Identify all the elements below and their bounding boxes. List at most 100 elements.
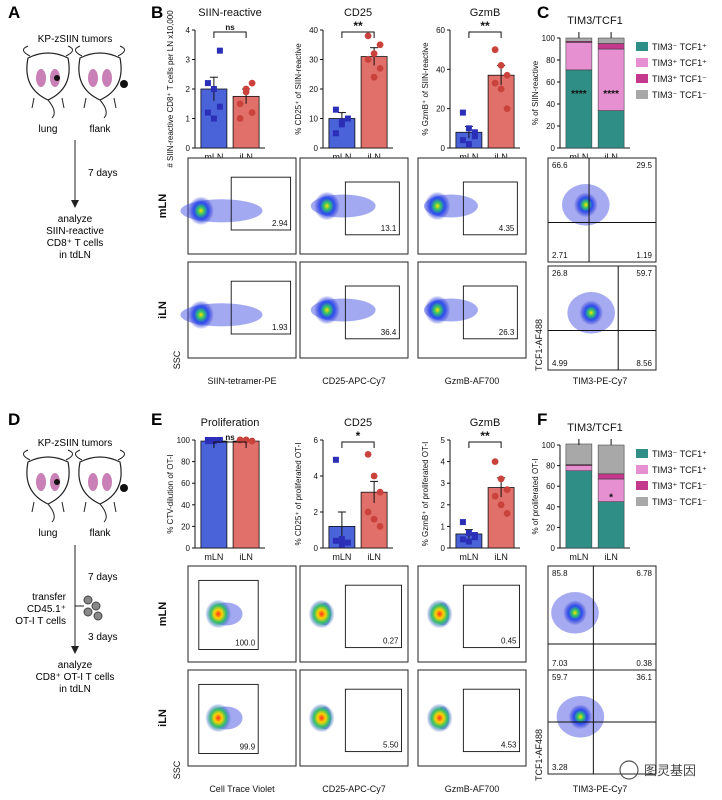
- chart-B3: GzmB 0 20 40 60 % GzmB⁺ of SIIN-reactive mLN iL…: [421, 7, 520, 162]
- data-point: [370, 515, 378, 523]
- data-point: [465, 141, 472, 148]
- x-tick-label: mLN: [569, 552, 588, 562]
- result-line-3: CD8⁺ T cells: [47, 238, 104, 249]
- y-tick-label: 0: [441, 144, 446, 153]
- plot-frame: [547, 157, 657, 263]
- legend-label: TIM3⁻ TCF1⁺: [652, 449, 707, 459]
- mouse-label-flank: flank: [89, 124, 111, 135]
- chart-title: CD25: [344, 417, 372, 429]
- flow-plot-iLN: 5.50: [299, 669, 409, 767]
- cells-icon: [83, 595, 103, 621]
- watermark: 图灵基因: [619, 760, 696, 780]
- data-point: [364, 56, 372, 63]
- data-point: [210, 115, 217, 122]
- y-tick-label: 20: [436, 105, 445, 114]
- stack-segment: [565, 465, 593, 472]
- panel-label-b: B: [151, 3, 163, 22]
- chart-F: TIM3/TCF1 0 20 40 60 80 100% of proliferated O…: [531, 422, 707, 562]
- quad-y-label: TCF1-AF488: [534, 729, 544, 781]
- density-core: [424, 295, 451, 325]
- x-tick-label: mLN: [204, 552, 223, 562]
- quadrant-value: 66.6: [552, 161, 568, 170]
- transfer-line-3: OT-I T cells: [15, 616, 66, 627]
- data-point: [216, 47, 223, 54]
- data-point: [332, 537, 339, 544]
- legend-label: TIM3⁺ TCF1⁺: [652, 465, 707, 475]
- quad-plot-iln: 26.8 59.7 4.99 8.56: [547, 265, 657, 371]
- data-point: [338, 541, 345, 548]
- significance-label: **: [480, 19, 490, 33]
- gate-percentage: 100.0: [235, 639, 256, 648]
- gate: [198, 579, 259, 650]
- data-point: [338, 536, 345, 542]
- legend-label: TIM3⁺ TCF1⁻: [652, 481, 707, 491]
- data-point: [210, 437, 217, 443]
- stack-segment: [597, 110, 625, 149]
- chart-C: TIM3/TCF1 0 20 40 60 80 100 % of SIIN-reactive m…: [531, 15, 707, 162]
- schematic-a-title: KP-zSIIN tumors: [38, 34, 112, 45]
- chart-E3: GzmB 0 1 2 3 4 5 % GzmB⁺ of proliferated OT-I mL…: [421, 417, 520, 562]
- data-point: [242, 88, 250, 96]
- y-tick-label: 6: [314, 436, 319, 445]
- data-point: [491, 46, 499, 54]
- x-tick-label: mLN: [459, 552, 478, 562]
- legend-swatch: [636, 74, 648, 83]
- data-point: [332, 106, 339, 113]
- y-tick-label: 60: [181, 479, 190, 488]
- data-point: [503, 105, 511, 113]
- data-point: [204, 438, 211, 445]
- data-point: [497, 475, 505, 483]
- quadrant-value: 26.8: [552, 269, 568, 278]
- flow-x-label: Cell Trace Violet: [209, 784, 275, 794]
- y-tick-label: 60: [546, 78, 555, 87]
- density-core: [205, 703, 232, 733]
- quad-plot-iln: 59.7 36.1 3.28: [547, 669, 657, 775]
- bar-iLN: [487, 487, 515, 549]
- y-axis-label: % of proliferated OT-I: [531, 458, 540, 534]
- data-point: [370, 472, 378, 480]
- y-tick-label: 3: [441, 479, 446, 488]
- result-line-1: analyze: [58, 214, 93, 225]
- mouse-flank-icon: [75, 449, 128, 523]
- density-core: [205, 599, 232, 629]
- data-point: [491, 458, 499, 465]
- significance-label: **: [480, 429, 490, 443]
- panel-label-f: F: [537, 410, 547, 429]
- data-point: [236, 115, 244, 122]
- flow-x-label: GzmB-AF700: [445, 784, 500, 794]
- legend-swatch: [636, 449, 648, 458]
- y-tick-label: 20: [546, 122, 555, 131]
- stack-segment: [597, 48, 625, 111]
- density-core: [314, 295, 340, 325]
- quadrant-value: 59.7: [636, 269, 652, 278]
- y-axis-label: # SIIN-reactive CD8⁺ T cells per LN x10,…: [166, 10, 175, 168]
- x-tick-label: mLN: [332, 552, 351, 562]
- gate: [344, 181, 400, 236]
- flow-plots-layer: 2.94 13.1 4.35 1.93 36.4 26.3 SIIN-tetramer-PE…: [157, 157, 657, 794]
- axis-label-ssc: SSC: [172, 350, 182, 369]
- chart-title: SIIN-reactive: [198, 7, 262, 19]
- data-point: [236, 100, 244, 108]
- arrowhead-icon: [71, 646, 79, 654]
- quad-plot-mln: 85.8 6.78 7.03 0.38: [547, 565, 657, 671]
- stack-segment: [565, 42, 593, 71]
- data-point: [497, 62, 505, 69]
- stack-segment: [597, 37, 625, 44]
- chart-title: TIM3/TCF1: [567, 422, 623, 434]
- significance-label: ns: [225, 23, 235, 32]
- gate-percentage: 4.35: [499, 224, 515, 233]
- schematic-a: KP-zSIIN tumors lung flank 7 days analyz…: [23, 34, 128, 261]
- chart-E2: CD25 0 2 4 6 % CD25⁺ of proliferated OT-I mLN i…: [294, 417, 393, 562]
- density-core: [314, 191, 340, 221]
- plot-frame: [547, 265, 657, 371]
- gate: [344, 688, 402, 753]
- x-tick-label: mLN: [459, 152, 478, 162]
- schematic-d: KP-zSIIN tumors lung flank 7 days transf…: [15, 438, 128, 695]
- significance-stars: ****: [603, 89, 619, 100]
- density-core: [579, 300, 604, 326]
- chart-title: GzmB: [470, 7, 501, 19]
- legend-label: TIM3⁺ TCF1⁻: [652, 74, 707, 84]
- stack-segment: [565, 443, 593, 465]
- flow-x-label: CD25-APC-Cy7: [322, 376, 386, 386]
- quadrant-value: 6.78: [636, 569, 652, 578]
